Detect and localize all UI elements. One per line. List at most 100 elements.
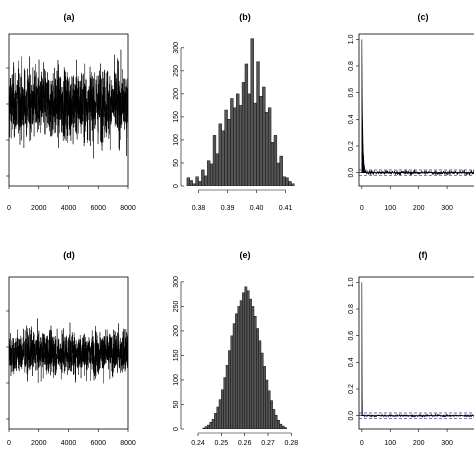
y-tick-label: 250 — [173, 300, 180, 312]
hist-bar — [235, 313, 238, 429]
x-tick-label: 100 — [384, 440, 396, 447]
panel-title-b: (b) — [239, 12, 251, 22]
x-tick-label: 0.28 — [285, 440, 299, 447]
panel-title-f: (f) — [419, 250, 428, 260]
x-tick-label: 0.39 — [221, 205, 235, 212]
hist-bar — [214, 413, 217, 429]
x-tick-label: 8000 — [120, 205, 136, 212]
hist-bar — [253, 316, 257, 429]
y-tick-label: 0 — [173, 427, 180, 431]
hist-bar — [246, 290, 250, 429]
plot-frame-f — [358, 276, 474, 430]
plot-area-f — [359, 282, 474, 419]
y-tick-label: 150 — [173, 350, 180, 362]
y-tick-label: 100 — [173, 374, 180, 386]
x-tick-label: 200 — [413, 440, 425, 447]
hist-bar — [272, 409, 276, 429]
panel-f: (f) 0.0 0.2 0.4 0.6 0.8 1.0 0 100 200 300 — [348, 250, 474, 447]
y-tick-label: 0.6 — [348, 88, 355, 98]
x-tick-label: 0 — [360, 205, 364, 212]
panel-title-c: (c) — [418, 12, 429, 22]
acf-area-c — [361, 39, 474, 176]
hist-bar — [232, 323, 236, 429]
hist-bar — [263, 366, 266, 429]
hist-bar — [227, 119, 231, 186]
y-tick-label: 1.0 — [348, 34, 355, 44]
y-tick-label: 0.4 — [348, 114, 355, 124]
hist-bar — [265, 379, 269, 429]
x-tick-label: 8000 — [120, 440, 136, 447]
y-tick-label: 0.6 — [348, 331, 355, 341]
hist-bar — [282, 176, 286, 186]
x-tick-label: 6000 — [90, 205, 106, 212]
hist-bar — [253, 102, 257, 186]
hist-bar — [186, 177, 191, 186]
panel-title-a: (a) — [64, 12, 75, 22]
hist-bar — [291, 183, 295, 186]
hist-bar — [195, 176, 199, 186]
hist-bar — [204, 426, 208, 429]
panel-c: (c) 0.0 0.2 0.4 0.6 0.8 1.0 0 100 200 300 — [348, 12, 474, 212]
hist-bar — [209, 421, 213, 429]
plot-frame-c — [358, 33, 474, 187]
hist-bar — [207, 424, 210, 429]
x-tick-label: 0 — [360, 440, 364, 447]
panel-a: (a) 0 2000 4000 6000 8000 — [6, 12, 136, 212]
hist-bar — [211, 418, 215, 429]
y-tick-label: 0 — [173, 184, 180, 188]
y-tick-label: 0.2 — [348, 141, 355, 151]
plot-area-b — [186, 38, 295, 186]
hist-bar — [285, 177, 289, 186]
y-tick-label: 150 — [173, 111, 180, 123]
x-tick-label: 2000 — [31, 205, 47, 212]
hist-bar — [262, 86, 266, 186]
hist-bar — [189, 180, 193, 186]
x-tick-label: 100 — [384, 205, 396, 212]
hist-bar — [242, 292, 245, 429]
panel-b: (b) 0 50 100 150 200 250 300 0.38 0.39 0.40 0.41 — [173, 12, 295, 212]
hist-bar — [221, 389, 224, 429]
hist-bar — [228, 350, 231, 429]
trace-line-a — [9, 49, 128, 159]
hist-bar — [251, 306, 255, 429]
hist-bar — [256, 61, 260, 186]
y-tick-label: 250 — [173, 65, 180, 77]
hist-bar — [216, 406, 220, 429]
hist-bar — [288, 181, 292, 186]
hist-bar — [239, 300, 243, 429]
hist-bar — [218, 399, 222, 429]
hist-bar — [207, 160, 211, 186]
y-tick-label: 0.8 — [348, 304, 355, 314]
hist-bar — [270, 142, 275, 186]
y-tick-label: 0.0 — [348, 411, 355, 421]
y-tick-label: 50 — [173, 400, 180, 408]
x-tick-label: 0.40 — [250, 205, 264, 212]
y-tick-label: 300 — [173, 276, 180, 288]
hist-bar — [241, 82, 246, 186]
hist-bar — [258, 340, 262, 429]
plot-area-e — [202, 286, 287, 429]
hist-bar — [198, 181, 202, 186]
hist-bar — [201, 169, 205, 186]
hist-bar — [230, 98, 234, 186]
hist-bar — [267, 390, 271, 429]
hist-bar — [265, 112, 269, 186]
x-tick-label: 0.24 — [191, 440, 205, 447]
x-tick-label: 4000 — [61, 440, 77, 447]
hist-bar — [284, 427, 287, 429]
y-tick-label: 0.2 — [348, 384, 355, 394]
y-tick-label: 0.8 — [348, 61, 355, 71]
y-tick-label: 50 — [173, 159, 180, 167]
x-tick-label: 0 — [7, 440, 11, 447]
hist-bar — [276, 162, 280, 186]
y-tick-label: 0.0 — [348, 168, 355, 178]
hist-bar — [247, 93, 251, 186]
hist-bar — [230, 335, 234, 429]
x-tick-label: 0.41 — [279, 205, 293, 212]
hist-bar — [279, 423, 283, 429]
x-tick-label: 0 — [7, 205, 11, 212]
x-tick-label: 0.38 — [192, 205, 206, 212]
hist-bar — [260, 352, 264, 429]
hist-bar — [250, 38, 254, 186]
hist-bar — [249, 298, 252, 429]
